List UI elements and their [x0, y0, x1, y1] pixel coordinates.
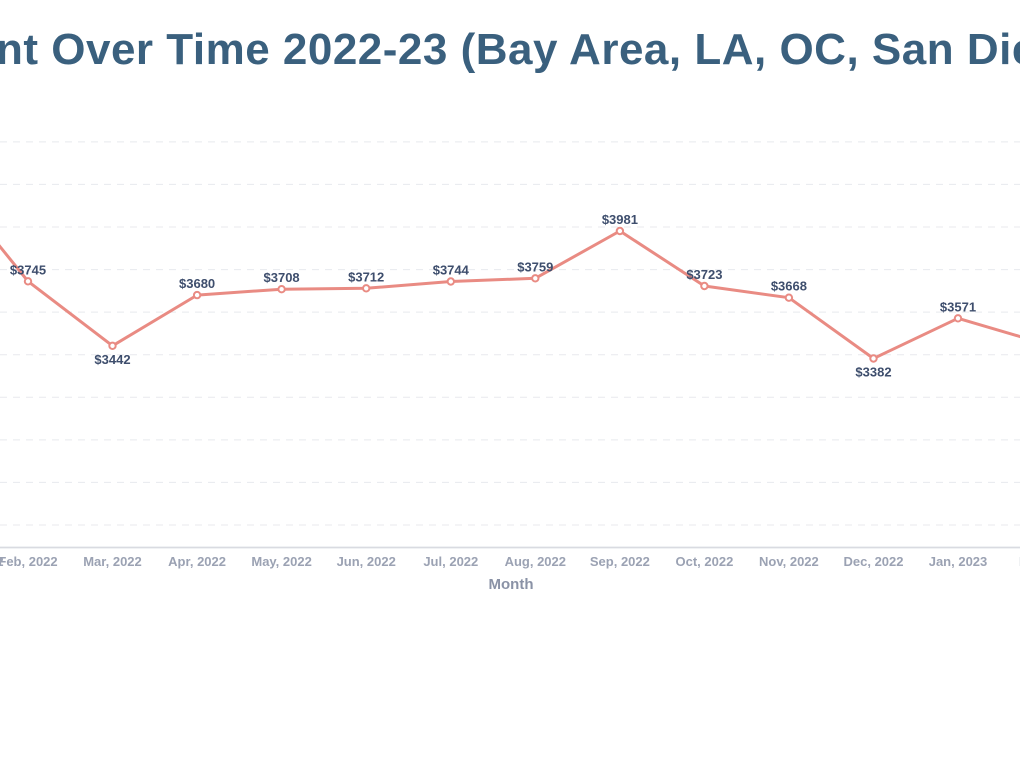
- data-point-label: $3442: [94, 352, 130, 367]
- data-point-marker[interactable]: [784, 293, 794, 302]
- x-tick-label: Jul, 2022: [423, 554, 478, 569]
- x-tick-label: Jan, 2023: [929, 554, 988, 569]
- chart-area: nt Over Time 2022-23 (Bay Area, LA, OC, …: [0, 25, 1020, 593]
- data-point-marker[interactable]: [192, 290, 202, 300]
- chart-title: nt Over Time 2022-23 (Bay Area, LA, OC, …: [0, 25, 1020, 74]
- line-plot: $3745 $3442 $3680 $3708 $3712 $3744 $3759 $3981…: [0, 141, 1020, 569]
- data-point-label: $3712: [348, 269, 384, 284]
- data-point-label: $3708: [264, 270, 300, 285]
- data-point-label: $3680: [179, 276, 215, 291]
- data-point-label: $3668: [771, 279, 807, 294]
- x-axis-title: Month: [488, 576, 534, 593]
- x-tick-label: Sep, 2022: [590, 554, 650, 569]
- data-point-marker[interactable]: [953, 314, 963, 323]
- x-tick-fragment-left: 2: [0, 554, 4, 569]
- data-point-marker[interactable]: [277, 285, 286, 294]
- x-tick-label: Apr, 2022: [168, 554, 226, 569]
- data-point-label: $3723: [686, 267, 722, 282]
- data-point-marker[interactable]: [700, 281, 709, 291]
- x-tick-label: Oct, 2022: [675, 554, 733, 569]
- x-tick-label: May, 2022: [251, 554, 311, 569]
- x-tick-label: Feb, 2022: [0, 554, 58, 569]
- data-point-label: $3759: [517, 259, 553, 274]
- data-point-marker[interactable]: [23, 277, 33, 286]
- data-point-label: $3981: [602, 212, 638, 227]
- data-point-marker[interactable]: [531, 274, 540, 283]
- data-point-marker[interactable]: [108, 341, 117, 350]
- data-point-marker[interactable]: [869, 354, 878, 363]
- data-point-label: $3745: [10, 262, 46, 277]
- x-tick-label: Dec, 2022: [844, 554, 904, 569]
- x-tick-label: Jun, 2022: [337, 554, 396, 569]
- data-point-label: $3744: [433, 263, 470, 278]
- data-point-marker[interactable]: [362, 284, 371, 293]
- data-point-marker[interactable]: [446, 277, 455, 286]
- x-tick-label: Nov, 2022: [759, 554, 819, 569]
- data-point-label: $3382: [855, 365, 891, 380]
- data-point-marker[interactable]: [615, 226, 625, 236]
- rent-line: [0, 229, 1020, 360]
- x-tick-label: Mar, 2022: [83, 554, 142, 569]
- data-point-label: $3571: [940, 299, 976, 314]
- x-tick-label: Aug, 2022: [505, 554, 566, 569]
